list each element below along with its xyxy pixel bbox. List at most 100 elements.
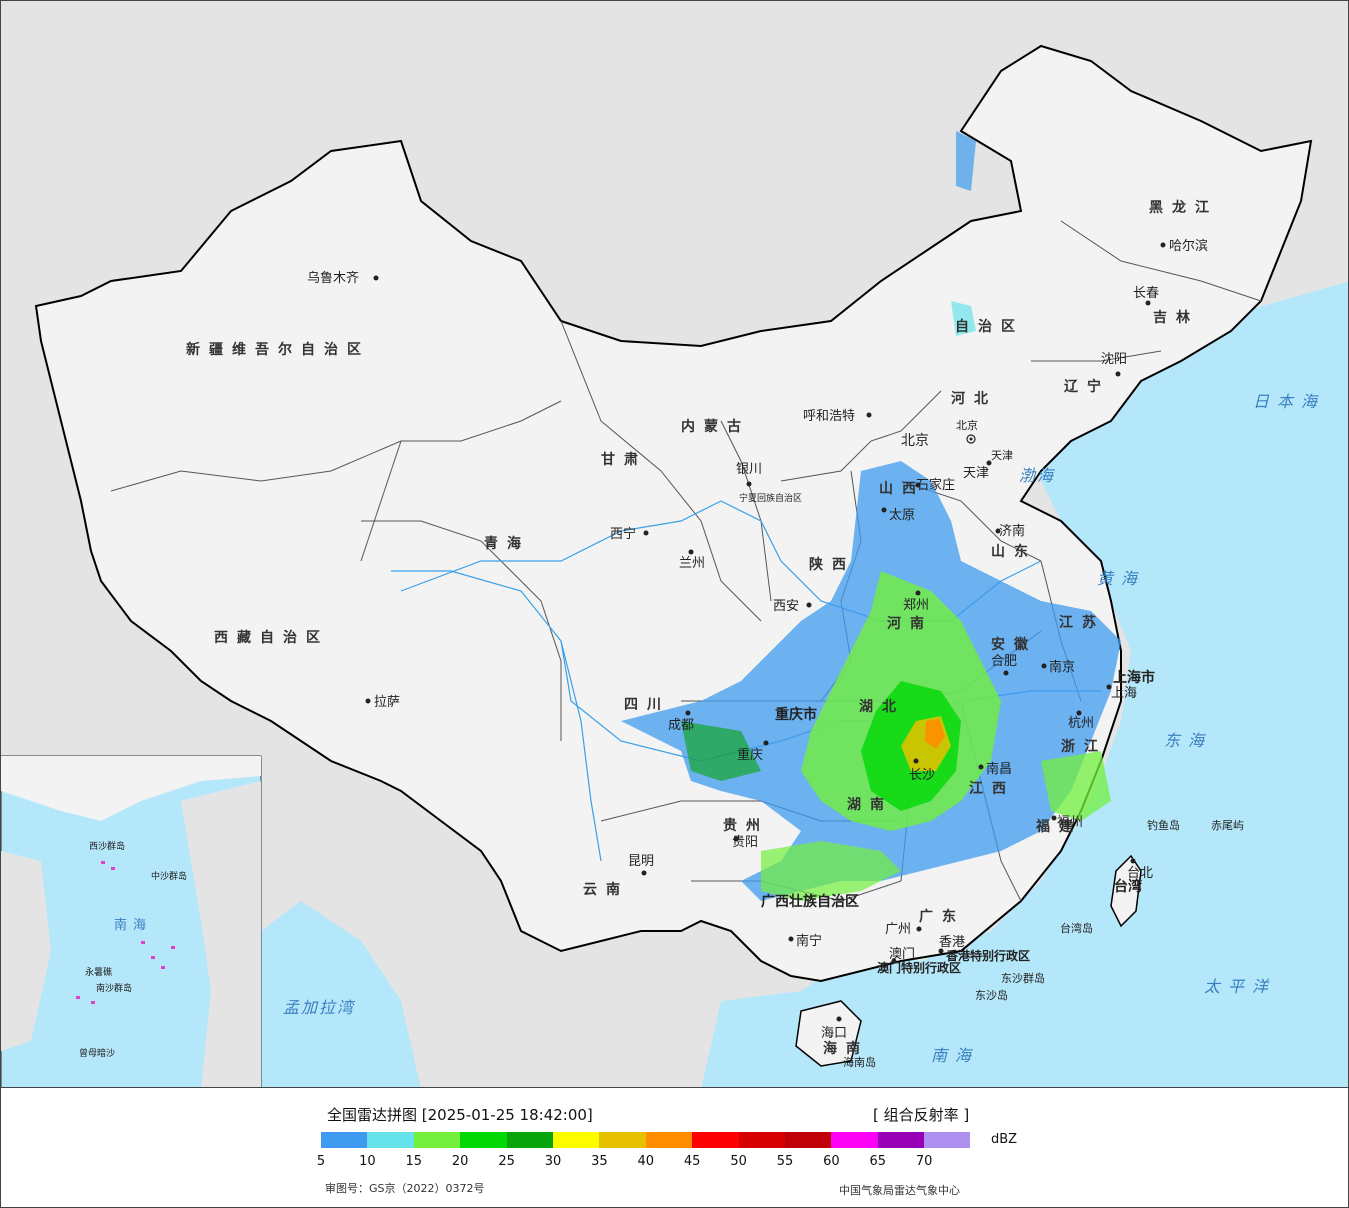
city-label: 郑州: [903, 598, 929, 613]
colorbar-tick: 40: [637, 1154, 655, 1169]
colorbar-swatch: [460, 1132, 507, 1148]
province-label: 湖北: [859, 699, 905, 715]
city-label: 拉萨: [374, 695, 400, 710]
province-label: 河北: [951, 390, 997, 407]
sea-label: 南海: [931, 1046, 979, 1065]
city-label: 长春: [1133, 286, 1159, 301]
colorbar-tick: 5: [316, 1154, 326, 1169]
province-label: 陕西: [809, 556, 855, 573]
review-number: 审图号：GS京（2022）0372号: [325, 1182, 485, 1195]
city-label: 重庆: [737, 747, 763, 763]
inset-label: 西沙群岛: [89, 840, 125, 852]
province-label: 安徽: [991, 636, 1037, 653]
sea-label: 孟加拉湾: [283, 998, 356, 1017]
province-label: 新疆维吾尔自治区: [186, 341, 370, 358]
colorbar-swatch: [738, 1132, 785, 1148]
province-label: 澳门特别行政区: [877, 960, 961, 975]
radar-map: 新疆维吾尔自治区 西藏自治区 青海 甘肃 内蒙古 黑龙江 吉林 辽宁 河北 山西…: [0, 0, 1349, 1088]
colorbar-swatch: [877, 1132, 925, 1148]
inset-label: 中沙群岛: [151, 870, 187, 882]
province-label: 浙江: [1061, 738, 1107, 755]
province-label: 台湾: [1114, 878, 1142, 895]
colorbar-tick: 60: [823, 1154, 840, 1169]
colorbar-tick: 35: [591, 1154, 608, 1169]
inset-label: 南沙群岛: [96, 982, 132, 994]
city-label: 上海: [1111, 686, 1137, 701]
city-label: 沈阳: [1101, 352, 1127, 367]
sea-label: 日本海: [1253, 392, 1325, 411]
city-label: 乌鲁木齐: [307, 270, 359, 286]
province-label: 西藏自治区: [214, 629, 329, 646]
city-label: 西安: [773, 599, 799, 614]
colorbar-ticks: 5 10 15 20 25 30 35 40 45 50 55 60 65 70: [317, 1154, 941, 1170]
inset-label: 曾母暗沙: [79, 1047, 115, 1059]
city-label: 广州: [885, 922, 911, 937]
map-labels: 新疆维吾尔自治区 西藏自治区 青海 甘肃 内蒙古 黑龙江 吉林 辽宁 河北 山西…: [79, 199, 1325, 1069]
province-label: 北京: [901, 433, 929, 449]
city-label: 南宁: [796, 933, 822, 949]
province-label: 四川: [624, 697, 670, 713]
city-markers: 乌鲁木齐 拉萨 西宁 兰州 银川 呼和浩特 哈尔滨 长春 沈阳 北京 天津 石家…: [307, 238, 1208, 1041]
province-label: 江西: [969, 780, 1015, 797]
colorbar-swatch: [321, 1132, 368, 1148]
colorbar-tick: 70: [915, 1154, 933, 1169]
island-label: 海南岛: [843, 1055, 876, 1069]
province-label: 山东: [991, 543, 1037, 560]
colorbar-tick: 20: [451, 1154, 469, 1169]
province-label: 香港特别行政区: [945, 948, 1030, 963]
city-label: 合肥: [991, 654, 1017, 669]
south-china-sea-inset: [1, 755, 262, 1087]
province-label: 福建: [1035, 818, 1082, 835]
province-label: 江苏: [1059, 614, 1105, 631]
city-label: 海口: [821, 1026, 847, 1041]
colorbar-swatch: [367, 1132, 414, 1148]
city-label: 北京: [956, 418, 978, 432]
city-label: 石家庄: [916, 477, 955, 493]
province-label: 内蒙古: [681, 418, 750, 435]
island-label: 赤尾屿: [1211, 819, 1244, 832]
unit-label: dBZ: [991, 1132, 1018, 1147]
city-label: 天津: [963, 466, 989, 481]
province-label: 广东: [919, 908, 965, 925]
sea-label: 太平洋: [1204, 977, 1276, 996]
province-label: 吉林: [1153, 309, 1199, 326]
city-label: 台北: [1127, 866, 1153, 881]
legend-title: 全国雷达拼图 [2025-01-25 18:42:00]: [327, 1106, 593, 1124]
city-label: 南京: [1049, 659, 1075, 675]
province-label: 广西壮族自治区: [761, 893, 859, 910]
city-label: 南昌: [986, 761, 1012, 777]
city-label: 福州: [1057, 815, 1083, 830]
province-label: 自治区: [955, 318, 1024, 335]
colorbar: [321, 1132, 971, 1148]
colorbar-swatch: [924, 1132, 971, 1148]
city-label: 澳门: [889, 946, 915, 962]
inset-label: 南海: [114, 917, 152, 933]
colorbar-swatch: [831, 1132, 878, 1148]
province-label: 黑龙江: [1149, 199, 1218, 216]
colorbar-tick: 65: [869, 1154, 887, 1169]
sea-label: 东海: [1164, 731, 1212, 750]
colorbar-tick: 30: [544, 1154, 562, 1169]
colorbar-swatch: [506, 1132, 553, 1148]
island-label: 东沙岛: [975, 988, 1008, 1002]
sea-label: 黄海: [1097, 569, 1145, 588]
colorbar-swatch: [552, 1132, 600, 1148]
province-label: 上海市: [1113, 669, 1155, 686]
colorbar-swatch: [599, 1132, 646, 1148]
colorbar-tick: 10: [359, 1154, 376, 1169]
island-label: 钓鱼岛: [1147, 818, 1180, 832]
province-label: 贵州: [723, 817, 769, 834]
colorbar-swatch: [784, 1132, 832, 1148]
radar-echoes: [621, 131, 1121, 901]
island-label: 东沙群岛: [1001, 971, 1045, 985]
province-label: 宁夏回族自治区: [739, 492, 802, 504]
province-label: 辽宁: [1064, 378, 1110, 395]
colorbar-swatch: [692, 1132, 739, 1148]
agency-label: 中国气象局雷达气象中心: [839, 1184, 960, 1197]
province-label: 云南: [583, 881, 629, 898]
legend-panel: 全国雷达拼图 [2025-01-25 18:42:00] [ 组合反射率 ] 5…: [0, 1088, 1349, 1208]
colorbar-swatch: [413, 1132, 461, 1148]
city-label: 兰州: [679, 556, 705, 571]
city-label: 呼和浩特: [803, 409, 855, 424]
map-canvas: 新疆维吾尔自治区 西藏自治区 青海 甘肃 内蒙古 黑龙江 吉林 辽宁 河北 山西…: [1, 44, 1348, 1087]
